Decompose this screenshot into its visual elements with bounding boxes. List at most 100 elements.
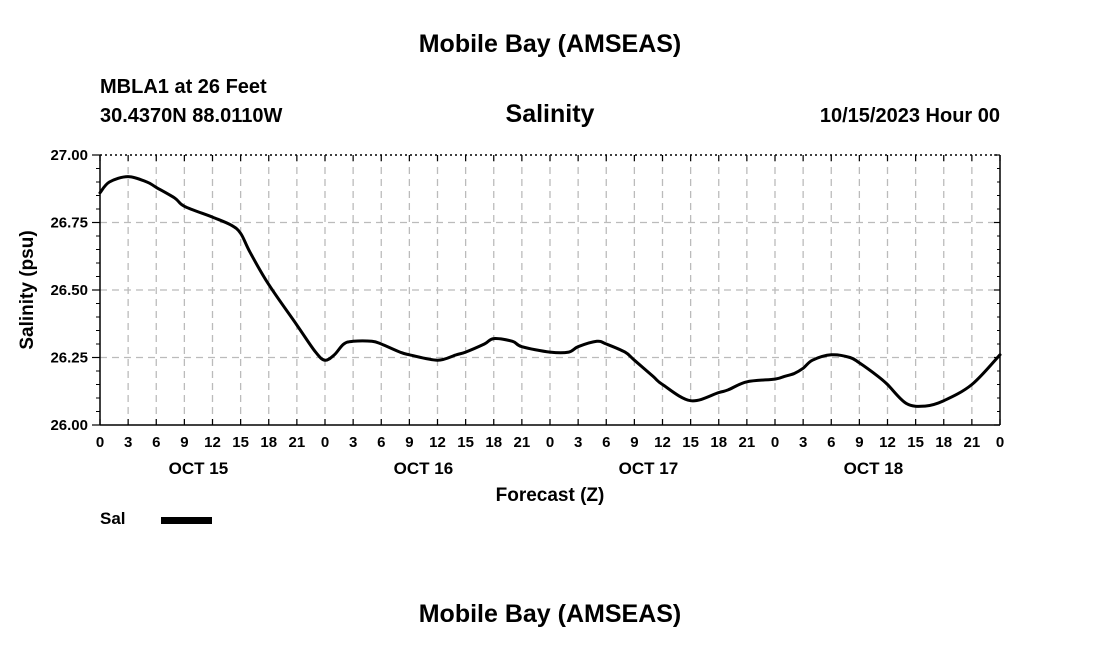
x-tick-label: 3: [574, 434, 582, 451]
series-point-sal: [146, 182, 147, 183]
legend-swatch: [161, 517, 212, 524]
series-point-sal: [493, 338, 494, 339]
series-point-sal: [175, 198, 176, 199]
y-tick-label: 26.75: [50, 215, 88, 232]
x-tick-label: 0: [96, 434, 104, 451]
y-axis-label: Salinity (psu): [17, 230, 38, 349]
series-point-sal: [653, 376, 654, 377]
series-point-sal: [784, 376, 785, 377]
series-point-sal: [850, 357, 851, 358]
series-point-sal: [596, 341, 597, 342]
series-point-sal: [887, 384, 888, 385]
series-point-sal: [775, 379, 776, 380]
series-point-sal: [718, 392, 719, 393]
date-label: OCT 16: [394, 459, 454, 478]
x-tick-label: 15: [682, 434, 699, 451]
series-point-sal: [334, 354, 335, 355]
series-point-sal: [634, 360, 635, 361]
series-point-sal: [568, 352, 569, 353]
x-tick-label: 9: [405, 434, 413, 451]
series-point-sal: [128, 176, 129, 177]
series-point-sal: [606, 344, 607, 345]
x-tick-label: 3: [799, 434, 807, 451]
series-point-sal: [437, 360, 438, 361]
series-point-sal: [371, 341, 372, 342]
x-axis-label: Forecast (Z): [496, 485, 605, 506]
date-label: OCT 15: [169, 459, 229, 478]
y-tick-label: 27.00: [50, 147, 88, 164]
chart-footer-title: Mobile Bay (AMSEAS): [418, 600, 682, 628]
y-tick-label: 26.00: [50, 417, 88, 434]
series-point-sal: [268, 284, 269, 285]
x-tick-label: 18: [485, 434, 502, 451]
series-point-sal: [925, 406, 926, 407]
x-tick-label: 15: [232, 434, 249, 451]
x-tick-label: 15: [457, 434, 474, 451]
x-tick-label: 21: [514, 434, 531, 451]
x-tick-label: 15: [907, 434, 924, 451]
x-tick-label: 9: [855, 434, 863, 451]
series-point-sal: [812, 360, 813, 361]
series-point-sal: [100, 192, 101, 193]
series-point-sal: [381, 344, 382, 345]
series-point-sal: [746, 381, 747, 382]
series-point-sal: [240, 233, 241, 234]
series-point-sal: [343, 344, 344, 345]
x-tick-label: 6: [152, 434, 160, 451]
station-label: MBLA1 at 26 Feet: [100, 76, 267, 98]
x-tick-label: 0: [996, 434, 1004, 451]
date-label: OCT 18: [844, 459, 904, 478]
run-time-label: 10/15/2023 Hour 00: [819, 105, 1000, 127]
x-tick-label: 21: [739, 434, 756, 451]
x-tick-label: 18: [710, 434, 727, 451]
series-point-sal: [109, 182, 110, 183]
series-point-sal: [831, 354, 832, 355]
series-point-sal: [625, 352, 626, 353]
chart-title: Salinity: [505, 100, 595, 128]
coordinates-label: 30.4370N 88.0110W: [100, 105, 283, 127]
series-point-sal: [296, 325, 297, 326]
x-tick-label: 21: [964, 434, 981, 451]
series-point-sal: [484, 344, 485, 345]
series-point-sal: [803, 368, 804, 369]
series-point-sal: [250, 252, 251, 253]
y-tick-label: 26.25: [50, 350, 88, 367]
x-tick-label: 12: [654, 434, 671, 451]
series-point-sal: [859, 362, 860, 363]
x-tick-label: 18: [935, 434, 952, 451]
series-point-sal: [1000, 354, 1001, 355]
series-point-sal: [456, 354, 457, 355]
x-tick-label: 12: [429, 434, 446, 451]
series-point-sal: [212, 217, 213, 218]
series-point-sal: [315, 352, 316, 353]
x-tick-label: 6: [377, 434, 385, 451]
x-tick-label: 3: [124, 434, 132, 451]
x-tick-label: 0: [321, 434, 329, 451]
x-tick-label: 3: [349, 434, 357, 451]
series-point-sal: [184, 206, 185, 207]
series-point-sal: [512, 341, 513, 342]
series-point-sal: [578, 346, 579, 347]
y-tick-label: 26.50: [50, 282, 88, 299]
series-point-sal: [550, 352, 551, 353]
series-point-sal: [409, 354, 410, 355]
series-point-sal: [353, 341, 354, 342]
series-point-sal: [943, 400, 944, 401]
series-point-sal: [793, 373, 794, 374]
chart-header-title: Mobile Bay (AMSEAS): [418, 30, 682, 58]
series-point-sal: [662, 384, 663, 385]
x-tick-label: 9: [630, 434, 638, 451]
series-point-sal: [156, 187, 157, 188]
x-tick-label: 6: [602, 434, 610, 451]
x-tick-label: 0: [771, 434, 779, 451]
x-tick-label: 9: [180, 434, 188, 451]
series-point-sal: [728, 389, 729, 390]
series-point-sal: [231, 225, 232, 226]
date-label: OCT 17: [619, 459, 679, 478]
series-point-sal: [878, 376, 879, 377]
series-point-sal: [690, 400, 691, 401]
series-point-sal: [465, 352, 466, 353]
series-point-sal: [325, 360, 326, 361]
x-tick-label: 0: [546, 434, 554, 451]
series-line-sal: [98, 175, 1002, 408]
